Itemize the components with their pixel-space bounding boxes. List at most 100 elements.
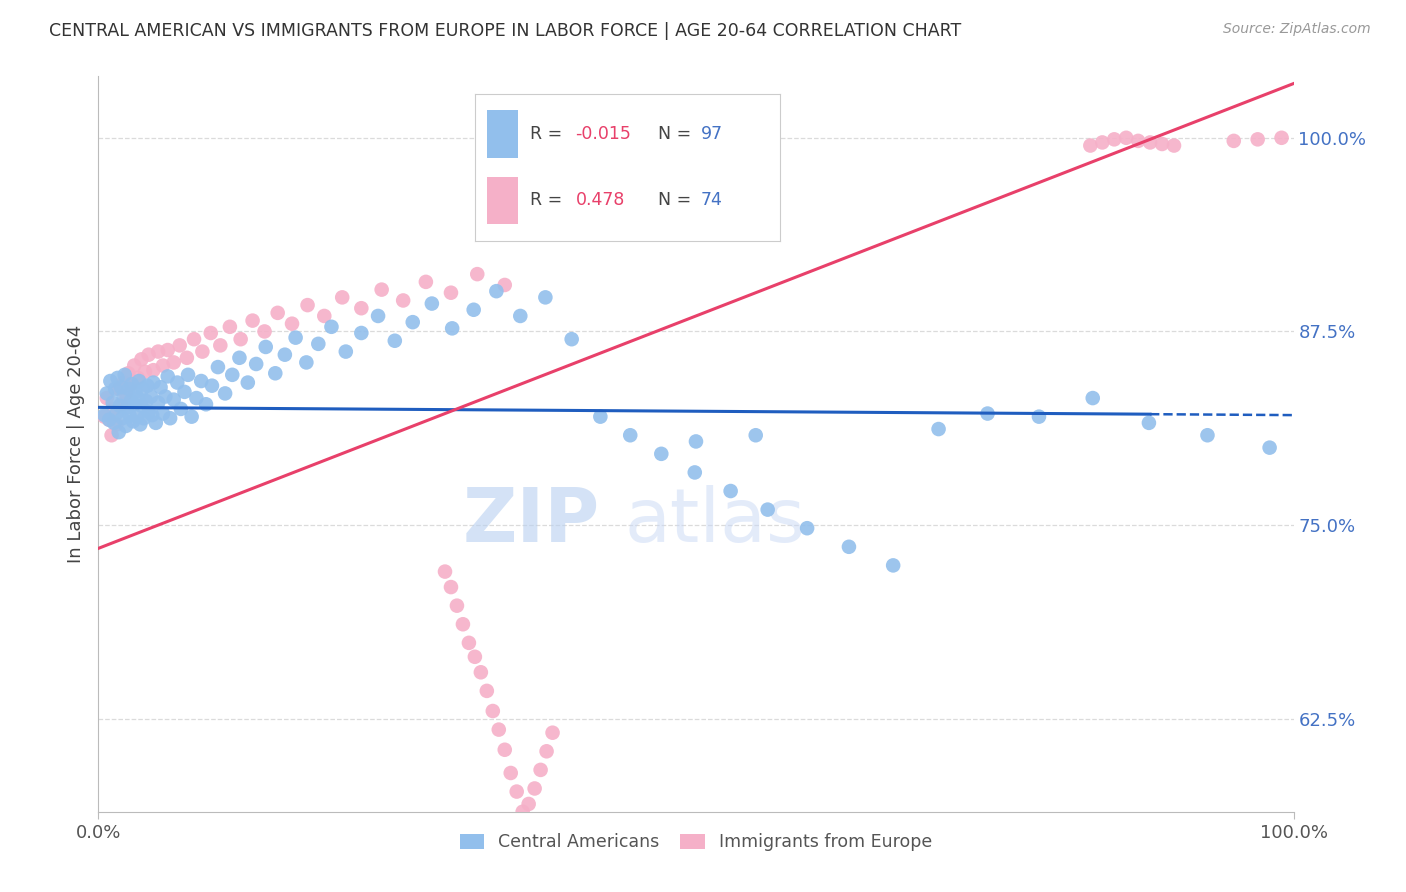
- Point: [392, 293, 415, 308]
- Point: [1152, 136, 1174, 151]
- Point: [485, 284, 508, 298]
- Point: [350, 326, 373, 340]
- Point: [142, 363, 165, 377]
- Point: [267, 306, 290, 320]
- Point: [98, 413, 121, 427]
- Text: ZIP: ZIP: [463, 484, 600, 558]
- Point: [838, 540, 860, 554]
- Point: [183, 332, 205, 346]
- Legend: Central Americans, Immigrants from Europe: Central Americans, Immigrants from Europ…: [453, 826, 939, 858]
- Point: [481, 704, 505, 718]
- Point: [756, 502, 779, 516]
- Point: [530, 763, 553, 777]
- Point: [321, 319, 343, 334]
- Point: [114, 368, 136, 382]
- Point: [1163, 138, 1185, 153]
- Point: [517, 797, 540, 811]
- Point: [1115, 130, 1137, 145]
- Point: [420, 296, 443, 310]
- Point: [1028, 409, 1050, 424]
- Point: [253, 325, 276, 339]
- Point: [441, 321, 464, 335]
- Point: [127, 391, 149, 405]
- Point: [141, 408, 163, 422]
- Point: [295, 355, 318, 369]
- Point: [156, 369, 179, 384]
- Point: [104, 382, 127, 396]
- Point: [108, 399, 131, 413]
- Point: [169, 338, 191, 352]
- Point: [124, 384, 146, 399]
- Point: [191, 344, 214, 359]
- Point: [129, 417, 152, 432]
- Point: [209, 338, 232, 352]
- Point: [200, 326, 222, 340]
- Text: atlas: atlas: [624, 484, 806, 558]
- Point: [118, 408, 141, 422]
- Point: [219, 319, 242, 334]
- Point: [796, 521, 818, 535]
- Point: [297, 298, 319, 312]
- Point: [384, 334, 406, 348]
- Text: CENTRAL AMERICAN VS IMMIGRANTS FROM EUROPE IN LABOR FORCE | AGE 20-64 CORRELATIO: CENTRAL AMERICAN VS IMMIGRANTS FROM EURO…: [49, 22, 962, 40]
- Point: [229, 332, 252, 346]
- Point: [111, 411, 134, 425]
- Point: [195, 397, 218, 411]
- Point: [274, 348, 297, 362]
- Point: [125, 409, 148, 424]
- Point: [155, 390, 177, 404]
- Point: [176, 351, 198, 365]
- Point: [115, 386, 138, 401]
- Point: [136, 378, 159, 392]
- Point: [122, 414, 145, 428]
- Point: [177, 368, 200, 382]
- Point: [115, 419, 138, 434]
- Point: [440, 285, 463, 300]
- Point: [451, 617, 474, 632]
- Point: [458, 636, 481, 650]
- Point: [115, 401, 138, 415]
- Point: [96, 391, 118, 405]
- Point: [330, 290, 353, 304]
- Point: [105, 417, 128, 432]
- Point: [264, 366, 287, 380]
- Point: [101, 395, 124, 409]
- Point: [1258, 441, 1281, 455]
- Point: [307, 336, 329, 351]
- Point: [1081, 391, 1104, 405]
- Point: [1271, 130, 1294, 145]
- Point: [683, 466, 706, 480]
- Point: [1080, 138, 1102, 153]
- Point: [163, 355, 186, 369]
- Point: [415, 275, 437, 289]
- Point: [221, 368, 243, 382]
- Point: [145, 416, 167, 430]
- Point: [1137, 416, 1160, 430]
- Point: [494, 277, 516, 292]
- Point: [1247, 132, 1270, 146]
- Point: [120, 377, 142, 392]
- Point: [284, 331, 307, 345]
- Point: [117, 382, 139, 396]
- Point: [1223, 134, 1246, 148]
- Y-axis label: In Labor Force | Age 20-64: In Labor Force | Age 20-64: [66, 325, 84, 563]
- Point: [107, 425, 129, 439]
- Point: [152, 407, 174, 421]
- Point: [103, 416, 125, 430]
- Point: [105, 407, 128, 421]
- Point: [159, 411, 181, 425]
- Point: [494, 743, 516, 757]
- Point: [335, 344, 357, 359]
- Point: [120, 394, 142, 409]
- Point: [124, 359, 146, 373]
- Point: [242, 313, 264, 327]
- Point: [138, 405, 160, 419]
- Point: [685, 434, 707, 449]
- Point: [201, 378, 224, 392]
- Point: [434, 565, 457, 579]
- Point: [534, 290, 557, 304]
- Point: [139, 390, 162, 404]
- Point: [131, 399, 153, 413]
- Point: [236, 376, 259, 390]
- Point: [166, 376, 188, 390]
